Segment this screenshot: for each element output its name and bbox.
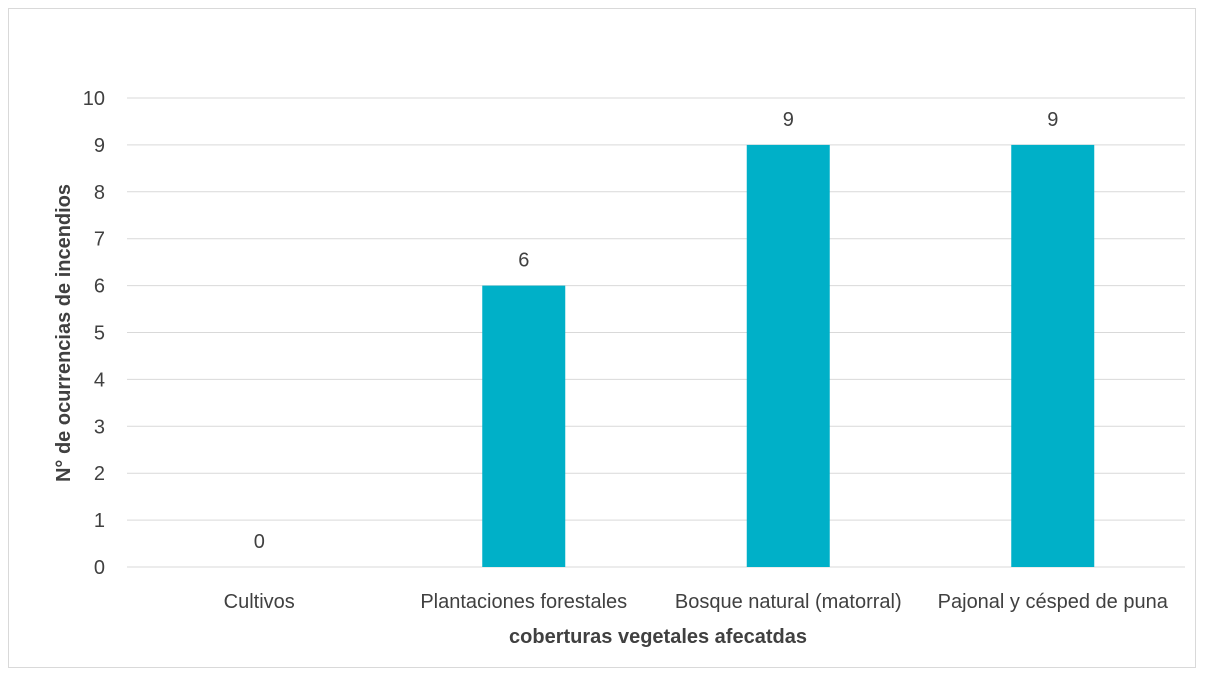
x-axis-title: coberturas vegetales afecatdas: [509, 626, 807, 648]
bars: [482, 144, 1095, 567]
x-tick-label: Bosque natural (matorral): [675, 591, 902, 613]
y-tick-label: 3: [94, 416, 105, 438]
y-tick-label: 7: [94, 229, 105, 251]
y-tick-label: 0: [94, 557, 105, 579]
y-axis-title: N° de ocurrencias de incendios: [53, 184, 75, 482]
gridlines: [127, 97, 1185, 568]
y-tick-label: 5: [94, 323, 105, 345]
y-tick-label: 6: [94, 276, 105, 298]
y-tick-label: 9: [94, 135, 105, 157]
y-tick-label: 8: [94, 182, 105, 204]
x-tick-label: Plantaciones forestales: [420, 591, 627, 613]
data-label: 9: [1047, 109, 1058, 131]
y-tick-label: 10: [83, 88, 105, 110]
data-label: 9: [783, 109, 794, 131]
data-labels: 0 6 9 9: [254, 109, 1059, 553]
data-label: 6: [518, 250, 529, 272]
y-tick-labels: 0 1 2 3 4 5 6 7 8 9 10: [83, 88, 105, 579]
x-tick-labels: Cultivos Plantaciones forestales Bosque na…: [224, 591, 1169, 613]
x-tick-label: Pajonal y césped de puna: [938, 591, 1169, 613]
y-tick-label: 4: [94, 369, 105, 391]
bar: [482, 285, 566, 567]
bar: [1011, 144, 1095, 567]
chart-frame: [8, 8, 1196, 668]
y-tick-label: 1: [94, 510, 105, 532]
x-tick-label: Cultivos: [224, 591, 295, 613]
bar: [746, 144, 830, 567]
y-tick-label: 2: [94, 463, 105, 485]
data-label: 0: [254, 531, 265, 553]
